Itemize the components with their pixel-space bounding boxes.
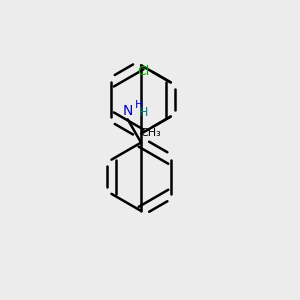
Text: H: H — [135, 100, 143, 110]
Text: Cl: Cl — [137, 65, 150, 79]
Text: H: H — [139, 106, 148, 119]
Text: CH₃: CH₃ — [141, 128, 162, 139]
Text: N: N — [122, 104, 133, 118]
